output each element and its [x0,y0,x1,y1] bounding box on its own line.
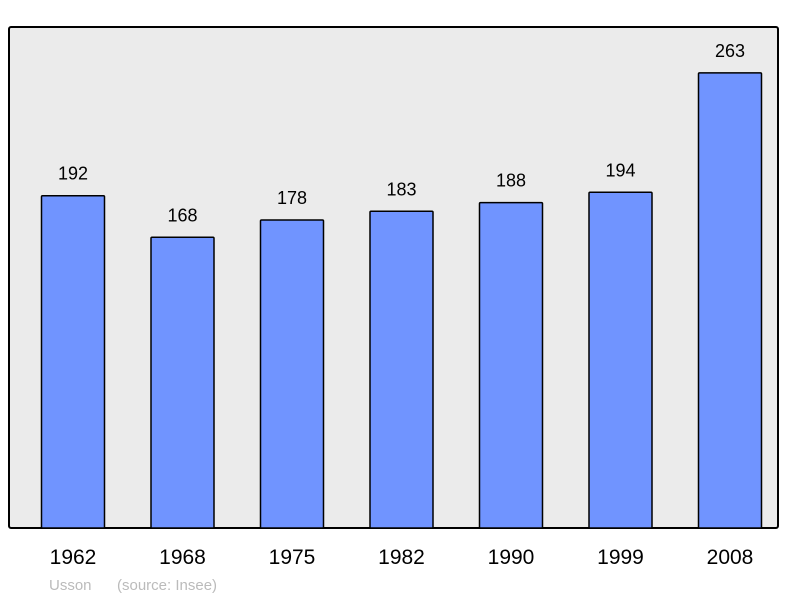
bar-2008 [697,72,763,529]
bar-1999 [588,191,653,529]
x-tick-label-1968: 1968 [159,546,206,569]
bar-1982 [369,210,434,529]
data-label-1968: 168 [167,205,197,225]
data-label-2008: 263 [715,41,745,61]
bar-1968 [150,236,215,529]
x-tick-label-1982: 1982 [378,546,425,569]
caption-source: (source: Insee) [117,577,217,594]
data-label-1975: 178 [277,188,307,208]
data-label-1982: 183 [386,179,416,199]
caption-name: Usson [49,577,92,594]
data-label-1990: 188 [496,171,526,191]
x-tick-label-1999: 1999 [597,546,644,569]
bar-1962 [40,194,106,529]
x-tick-label-1990: 1990 [488,546,535,569]
x-tick-label-1962: 1962 [50,546,97,569]
bar-1975 [259,219,325,529]
bar-1990 [478,201,544,529]
x-tick-label-2008: 2008 [707,546,754,569]
data-label-1999: 194 [605,160,635,180]
x-tick-label-1975: 1975 [269,546,316,569]
data-label-1962: 192 [58,164,88,184]
